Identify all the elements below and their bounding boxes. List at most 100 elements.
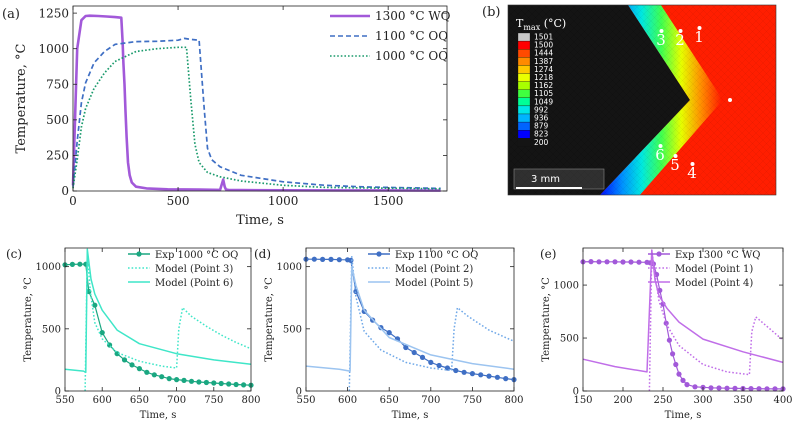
axes-frame [72,5,448,192]
y-tick-label: 0 [296,387,302,398]
y-tick-label: 250 [46,149,69,163]
x-tick-label: 400 [773,395,792,406]
data-point [226,381,232,387]
data-point [233,381,239,388]
data-point [328,256,334,262]
legend-swatch [517,97,531,107]
data-point [494,374,500,380]
x-tick-label: 200 [613,395,632,406]
x-tick-label: 700 [167,395,186,406]
data-point [772,386,778,392]
data-point [636,259,642,265]
data-point [174,377,180,383]
data-point [684,382,690,388]
chart-legend: Exp 1000 °C OQ Model (Point 3) Model (Poin… [128,250,238,289]
legend-label: Exp 1000 °C OQ [155,250,238,261]
data-point [403,344,409,351]
data-point [503,376,509,382]
data-point [336,257,342,263]
data-point [159,374,165,380]
y-tick-label: 500 [283,324,302,335]
legend-level: 1274 [534,65,553,74]
series-line [582,249,784,373]
data-point [588,259,594,265]
probe-point-marker [659,29,664,33]
x-tick-label: 750 [204,395,223,406]
probe-point-marker [658,144,663,148]
data-point [478,372,484,378]
series-line [72,46,441,190]
data-point [673,361,679,368]
data-point [121,357,128,363]
legend-level: 200 [534,138,549,147]
legend-marker [376,251,382,257]
legend-swatch [517,32,531,42]
legend-level: 936 [534,114,549,123]
legend-level: 1218 [534,73,553,82]
probe-point-marker [697,26,702,30]
chart-panel-a: 0 500 1000 1500 0 250 500 750 1000 1250 Time, s Tem… [2,5,451,228]
data-point [620,259,626,265]
data-point [211,380,217,386]
data-point [196,379,202,385]
legend-swatch [517,73,531,82]
series-group [62,248,254,392]
data-point [386,330,392,336]
data-point [218,380,224,387]
panel-label: (d) [254,247,271,261]
legend-level: 1049 [534,97,553,106]
legend-level: 1162 [534,81,553,90]
legend-marker [656,251,662,257]
data-point [666,337,673,343]
legend-label: Model (Point 1) [675,264,753,275]
y-tick-label: 1000 [38,42,69,56]
data-point [764,386,770,392]
data-point [748,386,754,392]
data-point [99,330,105,336]
axes-frame [582,247,784,392]
data-point [692,384,698,390]
panel-label: (c) [6,247,22,261]
y-tick-label: 1250 [38,6,69,20]
data-point [411,349,417,356]
series-line [72,37,441,190]
data-point [203,379,209,386]
legend-label: 1300 °C WQ [375,9,451,23]
panel-label: (e) [540,247,556,261]
x-tick-label: 1000 [268,194,299,208]
y-axis-label: Temperature, °C [23,277,34,362]
x-tick-label: 250 [653,395,672,406]
probe-point-label: 2 [675,31,685,49]
data-point [453,367,459,374]
chart-panel-e: 150 200 250 300 350 400 0 500 1000 Time, s Tempera… [540,247,793,421]
legend-label: Exp 1300 °C WQ [675,250,760,261]
legend-label: Model (Point 2) [395,264,473,275]
data-point [241,382,247,388]
legend-level: 1105 [534,89,553,98]
legend-label: Model (Point 6) [155,278,233,289]
data-point [348,257,354,263]
probe-points: 3 2 1 65 4 [655,26,704,182]
chart-panel-d: 550 600 650 700 750 800 0 500 1000 Time, s Tempera… [254,247,524,421]
y-tick-label: 1000 [554,281,579,292]
y-tick-label: 500 [42,324,61,335]
legend-swatch [517,49,531,58]
data-point [188,378,195,384]
probe-point-marker [690,162,695,166]
data-point [676,371,682,377]
legend-swatch [517,113,531,123]
data-point [486,373,492,379]
legend-label: 1100 °C OQ [375,29,448,43]
legend-swatch [517,138,531,147]
x-axis-label: Time, s [140,410,177,421]
chart-legend: 1300 °C WQ 1100 °C OQ 1000 °C OQ [330,9,451,63]
data-point [136,366,142,372]
data-point [670,351,676,357]
legend-level: 1501 [534,33,553,42]
data-point [69,261,75,267]
legend-swatch [517,40,531,50]
x-tick-label: 550 [296,395,315,406]
x-axis-label: Time, s [392,410,429,421]
contour-frame [507,4,777,196]
